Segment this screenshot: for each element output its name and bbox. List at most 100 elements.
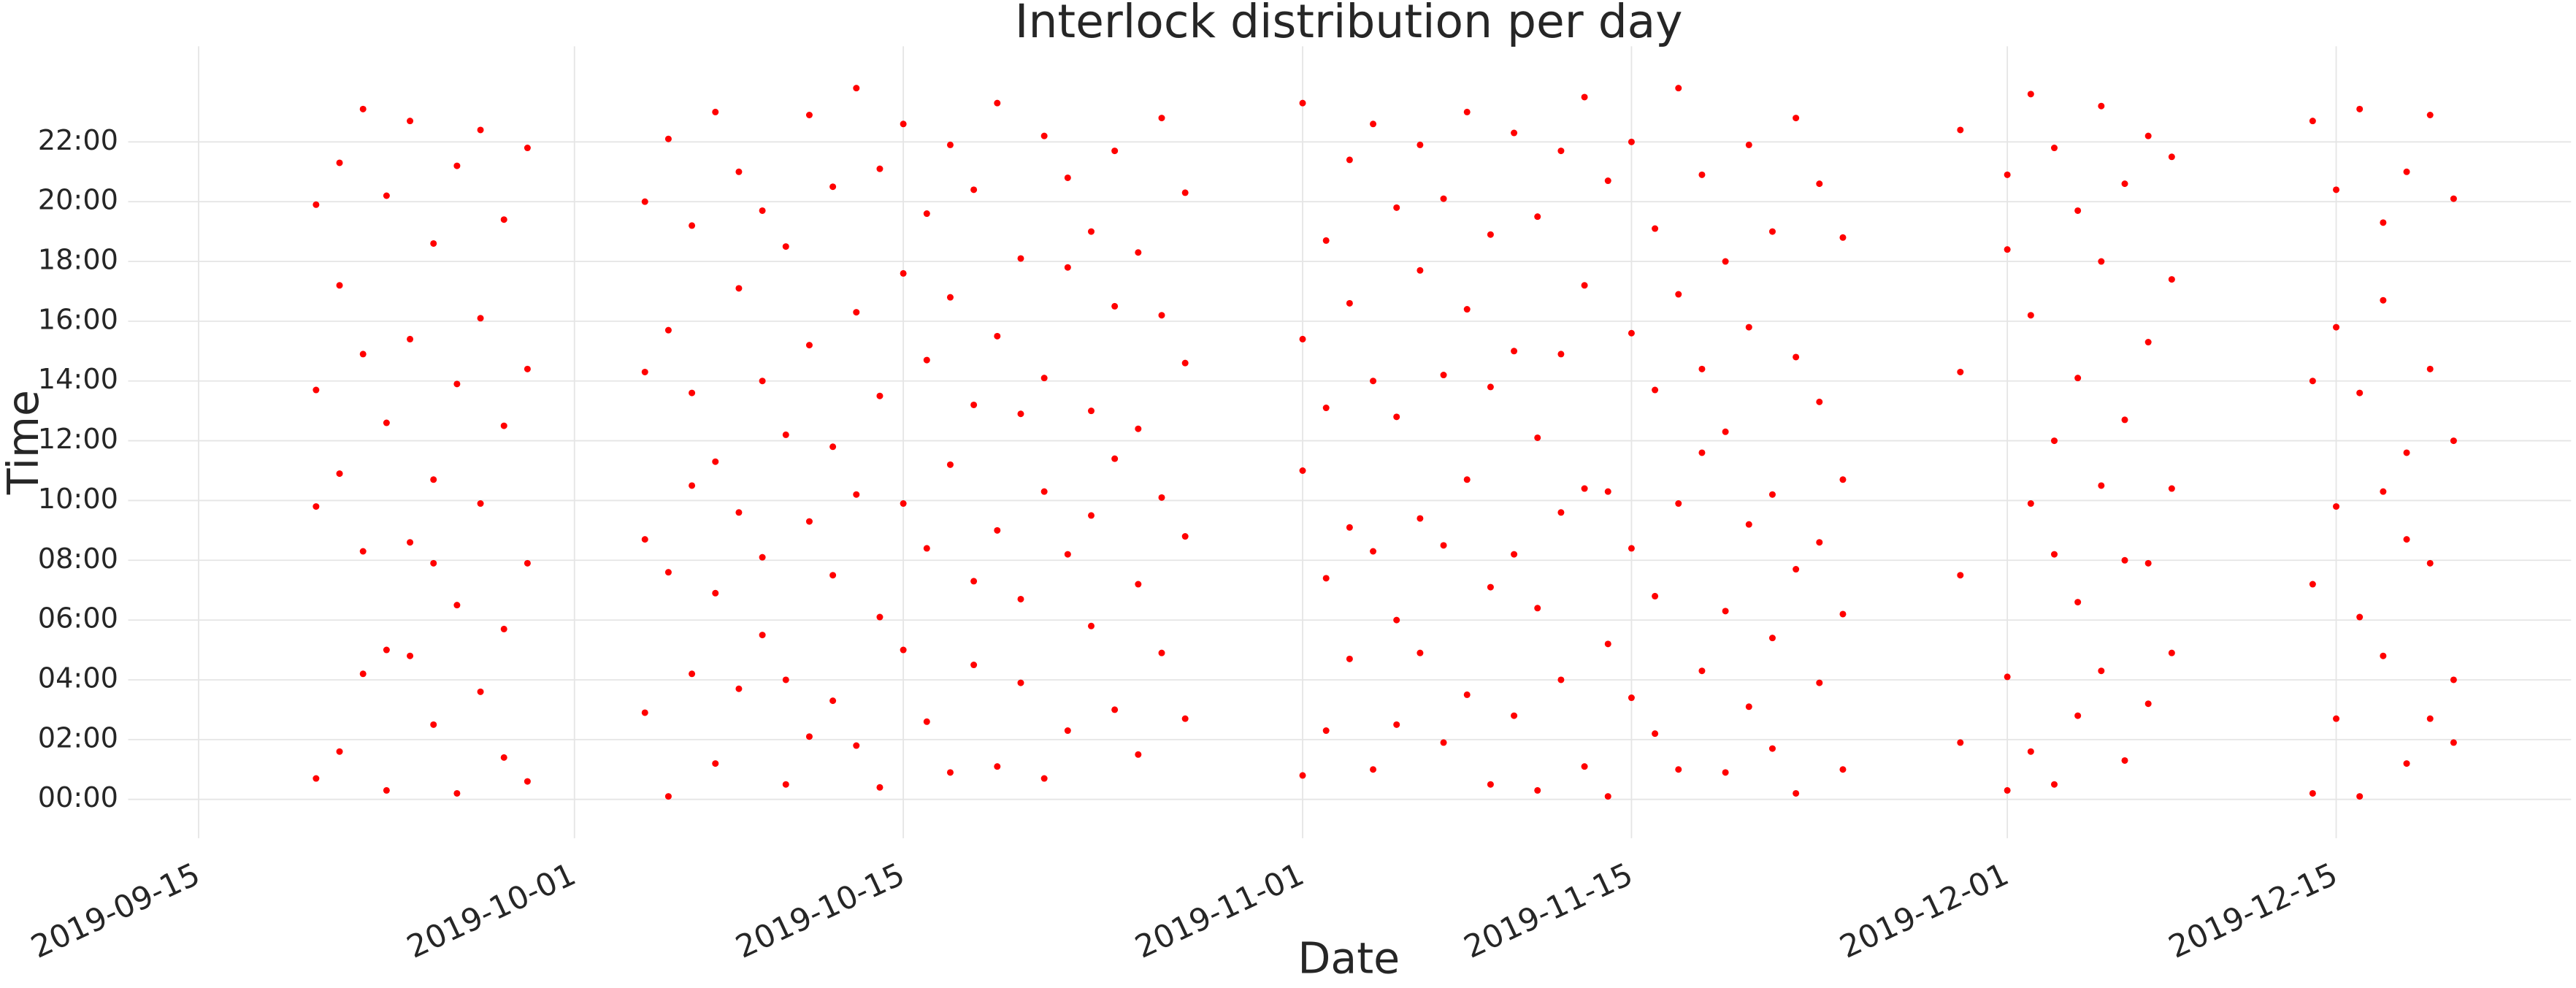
point [336, 748, 343, 755]
chart-title: Interlock distribution per day [1015, 0, 1683, 48]
point [1040, 775, 1048, 782]
point [1322, 237, 1330, 244]
point [2168, 649, 2175, 656]
point [946, 461, 954, 468]
point [2074, 599, 2082, 606]
point [477, 315, 484, 322]
point [900, 646, 907, 654]
point [500, 216, 507, 223]
point [2356, 613, 2364, 621]
point [1487, 781, 1494, 788]
point [2380, 296, 2387, 304]
point [2027, 748, 2034, 755]
point [1581, 763, 1588, 770]
point [2450, 437, 2457, 445]
point [735, 285, 743, 292]
point [1957, 368, 1964, 375]
y-tick-label: 10:00 [38, 483, 118, 516]
point [430, 721, 437, 728]
point [1722, 769, 1729, 776]
point [2098, 667, 2105, 675]
point [1440, 195, 1447, 202]
point [1957, 739, 1964, 746]
point [1581, 282, 1588, 289]
point [1534, 605, 1541, 612]
point [1463, 476, 1471, 483]
point [2144, 132, 2152, 139]
point [1675, 291, 1682, 298]
point [336, 159, 343, 166]
point [689, 389, 696, 397]
point [1322, 405, 1330, 412]
point [1111, 706, 1119, 713]
point [2309, 581, 2316, 588]
point [1181, 359, 1189, 367]
point [1768, 635, 1776, 642]
point [1135, 581, 1142, 588]
point [2450, 739, 2457, 746]
point [1722, 258, 1729, 265]
point [1111, 455, 1119, 462]
point [1417, 141, 1424, 148]
point [2004, 246, 2011, 253]
point [1557, 676, 1565, 683]
point [1628, 329, 1635, 337]
point [923, 718, 930, 725]
point [453, 789, 461, 797]
point [829, 183, 837, 191]
point [1440, 739, 1447, 746]
point [1087, 228, 1095, 235]
point [923, 210, 930, 218]
point [1017, 679, 1024, 686]
x-tick-label: 2019-12-15 [2163, 856, 2343, 965]
point [1698, 171, 1706, 178]
point [2121, 416, 2128, 424]
point [1957, 572, 1964, 579]
point [2356, 389, 2364, 397]
point [2050, 145, 2058, 152]
point [1534, 434, 1541, 441]
point [2309, 118, 2316, 125]
point [1604, 488, 1611, 495]
point [1768, 491, 1776, 498]
point [782, 676, 789, 683]
point [735, 168, 743, 175]
point [1793, 353, 1800, 361]
point [2168, 153, 2175, 161]
point [383, 419, 390, 426]
point [759, 207, 766, 214]
point [970, 186, 978, 194]
point [853, 491, 860, 498]
point [1393, 721, 1400, 728]
point [1487, 583, 1494, 591]
point [524, 778, 531, 785]
point [1839, 234, 1847, 241]
point [782, 431, 789, 438]
point [1581, 93, 1588, 101]
point [2356, 793, 2364, 800]
point [946, 141, 954, 148]
point [1793, 115, 1800, 122]
point [2098, 102, 2105, 110]
point [453, 162, 461, 169]
point [2144, 700, 2152, 708]
point [1181, 189, 1189, 196]
point [1135, 751, 1142, 758]
point [2426, 559, 2434, 567]
point [1064, 264, 1071, 271]
point [477, 688, 484, 695]
point [1017, 410, 1024, 418]
point [876, 613, 883, 621]
point [829, 697, 837, 705]
point [453, 380, 461, 388]
point [1628, 138, 1635, 145]
point [1417, 267, 1424, 274]
x-tick-label: 2019-10-01 [402, 856, 581, 965]
y-tick-label: 02:00 [38, 721, 118, 754]
point [524, 365, 531, 372]
point [2027, 500, 2034, 508]
point [1370, 378, 1377, 385]
point [1158, 494, 1165, 501]
point [1652, 386, 1659, 394]
